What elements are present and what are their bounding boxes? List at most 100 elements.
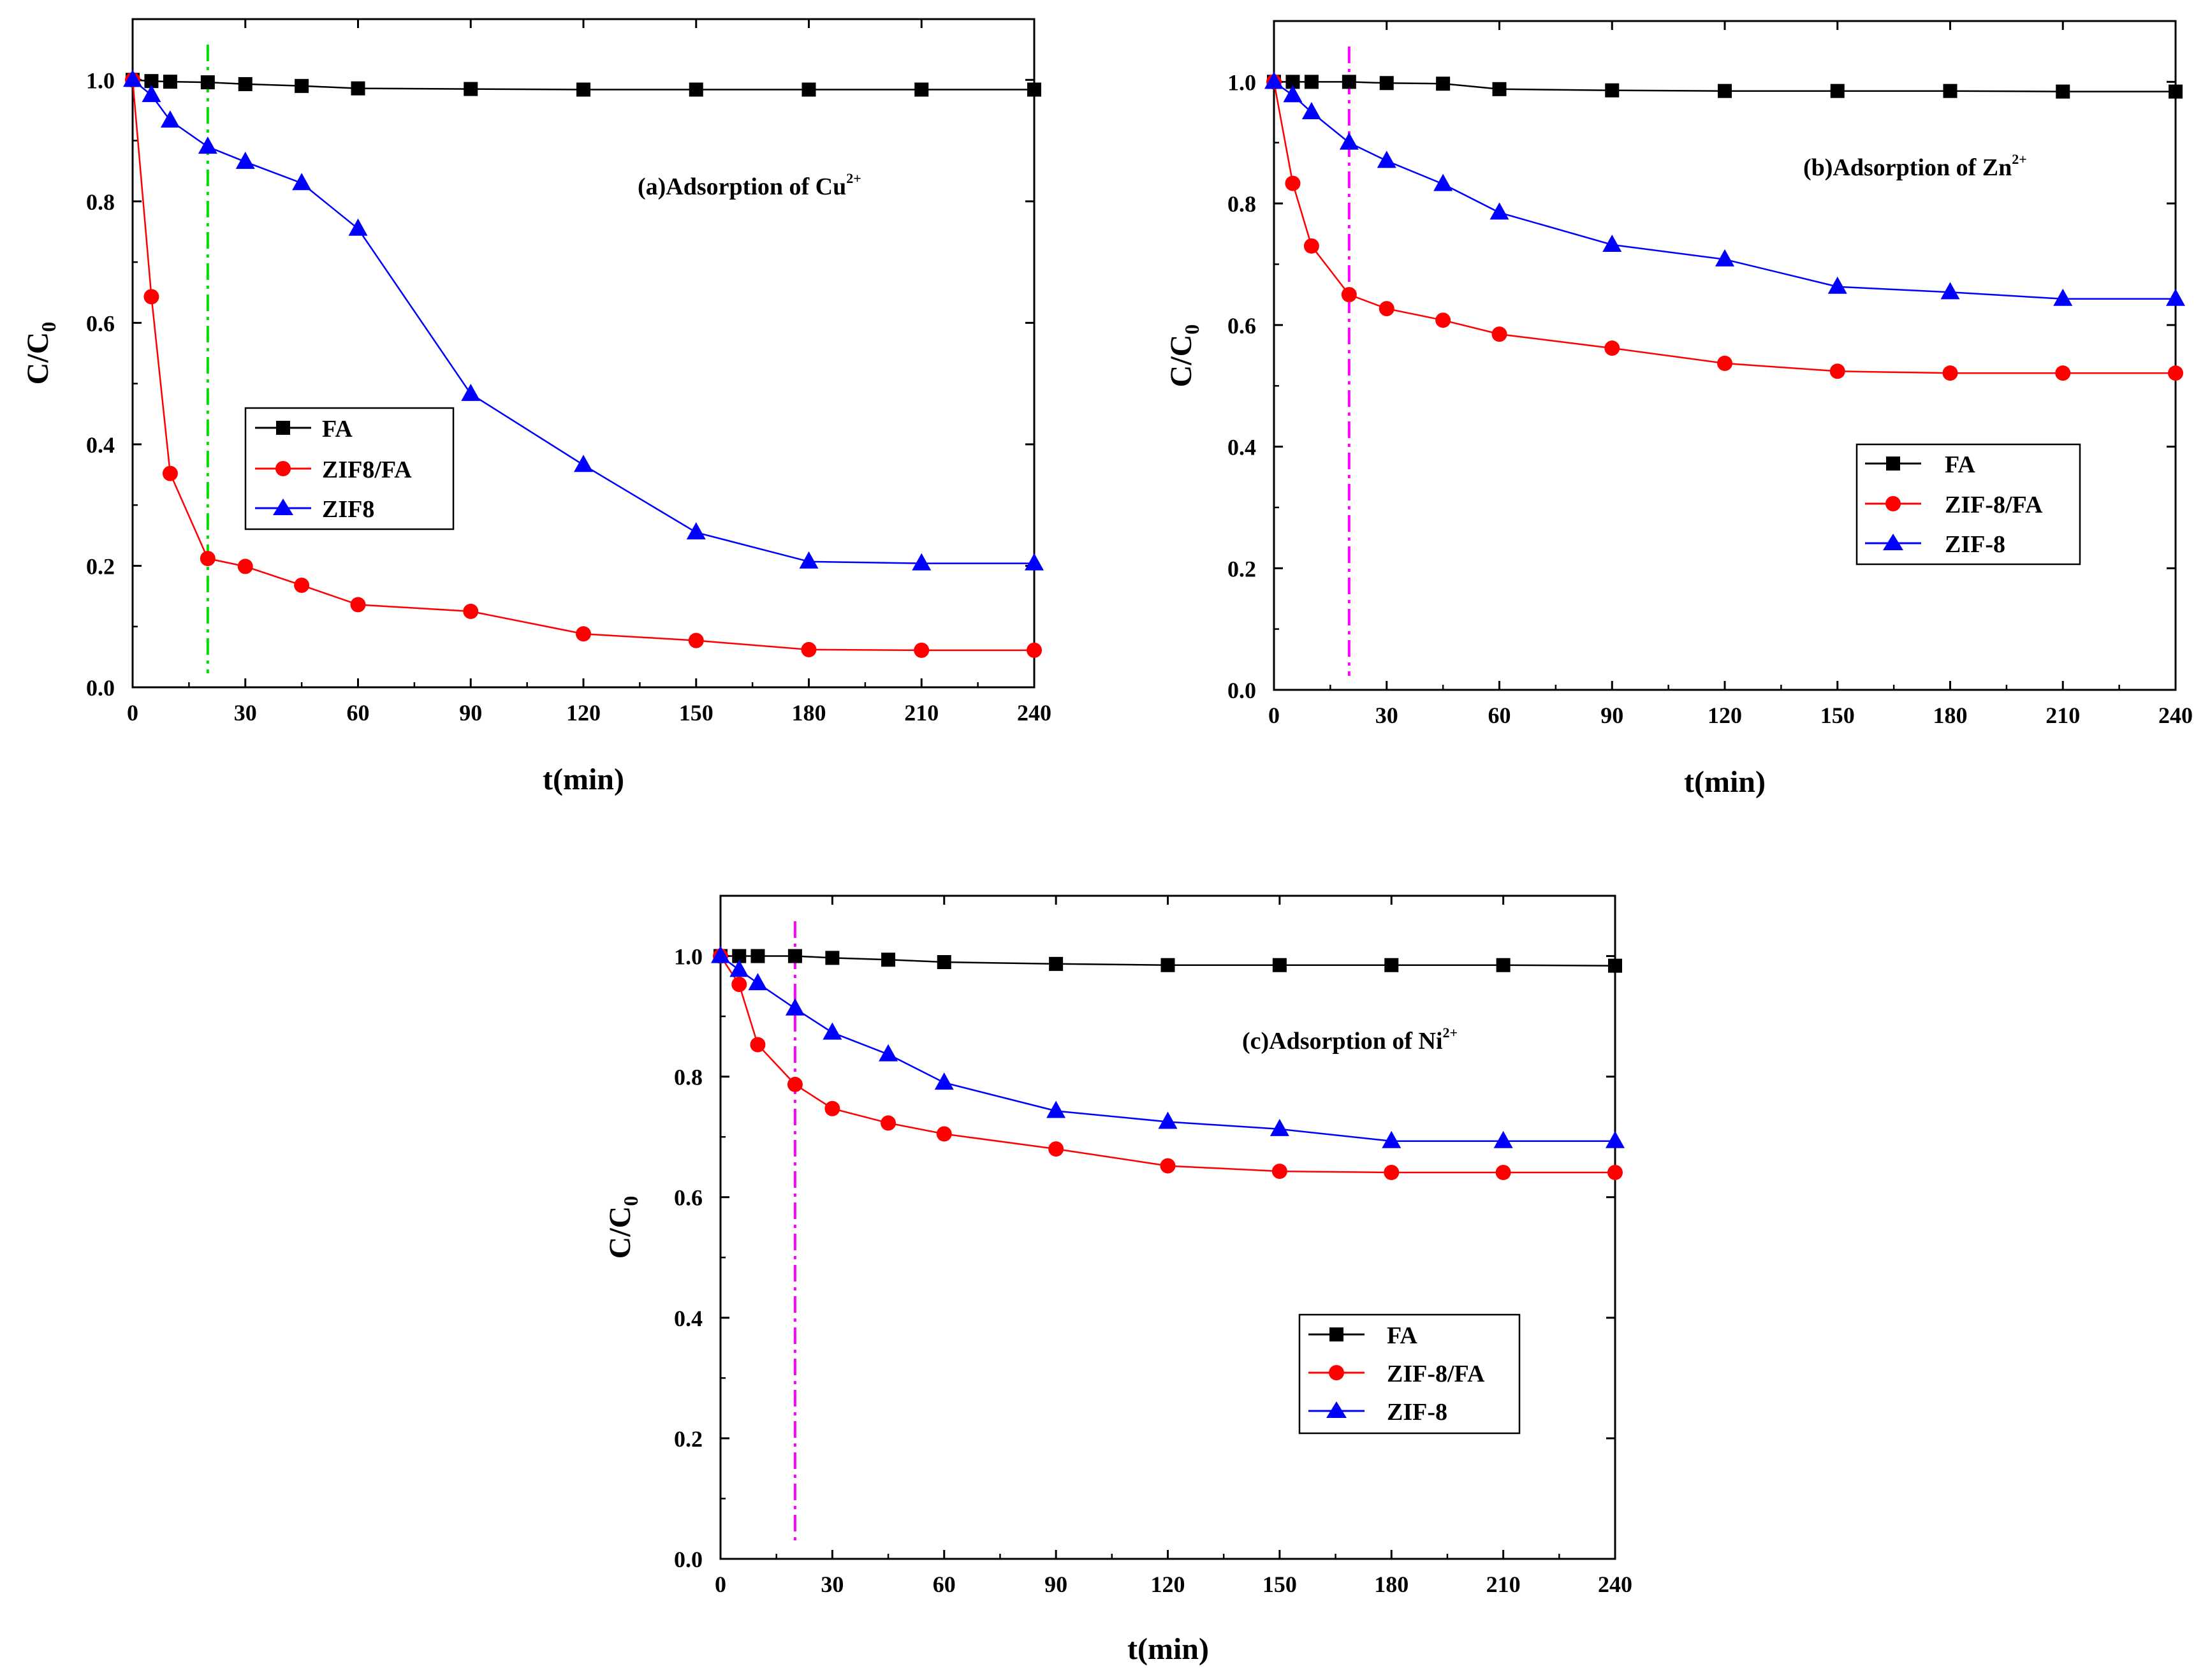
data-point [1379,76,1394,91]
data-point [461,383,481,401]
data-point [1272,958,1287,972]
data-point [1608,958,1622,973]
data-point [576,82,590,97]
data-point [1285,75,1300,89]
data-point [237,559,253,574]
data-point [914,82,929,97]
data-point [936,1126,952,1142]
data-point [1341,287,1357,303]
legend-label-zif8: ZIF-8 [1945,531,2005,558]
data-point [732,949,747,963]
y-tick-label: 0.2 [86,553,115,579]
x-tick-label: 180 [1374,1572,1409,1597]
x-tick-label: 30 [1375,703,1398,728]
data-point [912,553,932,571]
y-tick-label: 0.8 [1227,191,1256,217]
data-point [1495,1164,1511,1180]
legend-marker-zif8 [273,499,293,515]
data-point [574,455,593,472]
data-point [2169,84,2183,99]
x-tick-label: 150 [1820,703,1855,728]
x-tick-label: 120 [1151,1572,1185,1597]
data-point [1943,84,1958,98]
data-point [825,951,840,965]
y-tick-label: 0.0 [86,675,115,701]
data-point [294,577,310,593]
data-point [801,82,816,97]
x-axis-title: t(min) [1684,765,1766,799]
legend-marker-zif8fa [1885,496,1901,511]
legend-marker-zif8 [1326,1401,1347,1418]
x-tick-label: 180 [792,700,826,726]
x-tick-label: 60 [933,1572,956,1597]
x-tick-label: 210 [904,700,939,726]
x-tick-label: 30 [234,700,257,726]
data-point [823,1022,842,1040]
data-point [2053,288,2073,306]
panel-annotation: (a)Adsorption of Cu2+ [638,170,861,200]
data-point [1489,202,1509,220]
data-point [198,136,217,154]
y-axis-title: C/C0 [603,1196,642,1259]
legend-marker-fa [276,421,290,435]
y-tick-label: 0.4 [86,432,115,458]
data-point [1049,956,1064,971]
y-tick-label: 0.8 [86,189,115,215]
x-tick-label: 60 [347,700,370,726]
data-point [1433,173,1453,191]
data-point [1304,75,1319,89]
data-point [785,998,805,1016]
data-marks [1264,47,2185,676]
legend-label-zif8: ZIF8 [322,496,374,523]
plot-frame [131,18,1035,689]
data-point [200,551,216,567]
data-point [881,953,896,967]
y-tick-label: 0.6 [674,1185,703,1211]
data-point [711,946,730,963]
x-tick-label: 0 [715,1572,726,1597]
x-tick-label: 150 [679,700,713,726]
data-point [1942,365,1958,381]
data-point [1048,1141,1064,1157]
series-line [719,955,1615,1174]
data-point [688,632,704,648]
axis-ticks: 0 30 60 90 120 150 180 210 240 0.0 0.2 0.4 0.6 0.8 1.0 [1227,20,2193,728]
annotation-text: (b)Adsorption of Zn [1803,154,2012,181]
x-tick-label: 30 [821,1572,844,1597]
data-point [1829,363,1845,379]
data-point [1271,1164,1287,1180]
y-tick-label: 1.0 [674,944,703,970]
data-point [1046,1100,1066,1118]
data-point [1602,234,1622,252]
x-tick-label: 240 [2158,703,2193,728]
chart-panel-a: 0 30 60 90 120 150 180 210 240 0.0 0.2 0.4 0.6 0.8 1.0… [21,18,1051,796]
y-axis-title: C/C0 [1164,325,1203,388]
legend-label-zif8fa: ZIF8/FA [322,457,412,483]
data-point [1435,312,1451,328]
data-point [1718,84,1732,98]
y-tick-label: 0.4 [1227,435,1256,460]
y-tick-label: 0.6 [86,310,115,336]
legend: FA ZIF-8/FA ZIF-8 [1855,443,2081,566]
data-point [1158,1111,1178,1129]
data-point [295,78,309,93]
data-point [1384,958,1399,972]
legend-label-fa: FA [1387,1322,1417,1349]
data-point [934,1072,954,1090]
y-tick-label: 0.8 [674,1065,703,1090]
data-point [937,955,951,969]
chart-panel-b: 0 30 60 90 120 150 180 210 240 0.0 0.2 0.4 0.6 0.8 1.0… [1164,20,2193,799]
data-point [1382,1130,1401,1148]
x-tick-label: 210 [1486,1572,1521,1597]
data-point [142,85,161,103]
data-point [144,74,159,89]
y-axis-title-subscript: 0 [619,1196,642,1206]
legend-marker-zif8fa [275,461,291,476]
data-point [463,603,479,619]
x-tick-label: 90 [1044,1572,1067,1597]
data-point [1377,150,1396,168]
y-tick-label: 0.4 [674,1306,703,1331]
data-point [1717,355,1732,371]
x-tick-label: 150 [1262,1572,1297,1597]
